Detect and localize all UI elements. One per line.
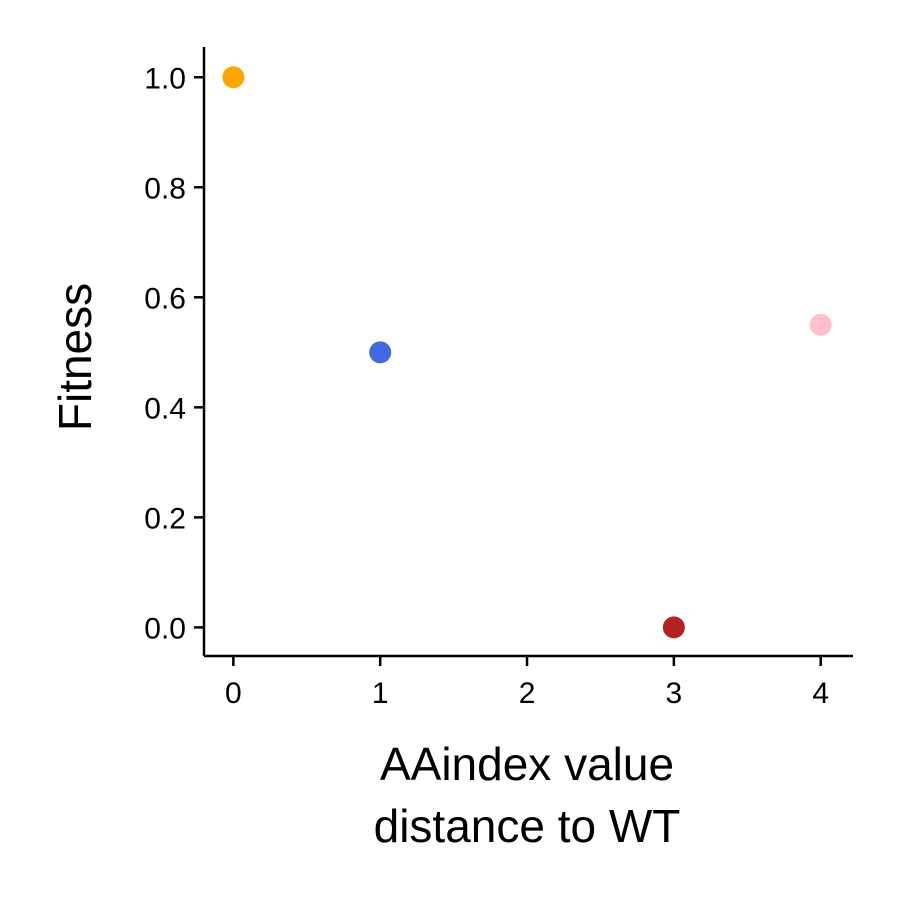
data-points xyxy=(222,66,832,639)
axes xyxy=(202,47,853,658)
y-tick-label: 1.0 xyxy=(144,62,186,95)
data-point xyxy=(662,616,685,639)
x-tick-label: 4 xyxy=(812,677,829,710)
x-tick-label: 0 xyxy=(225,677,242,710)
y-ticks: 0.0 0.2 0.4 0.6 0.8 1.0 xyxy=(144,62,204,645)
y-axis-label: Fitness xyxy=(49,283,101,431)
y-tick-label: 0.8 xyxy=(144,172,186,205)
x-axis-label-line-1: AAindex value xyxy=(380,738,674,790)
x-tick-label: 2 xyxy=(519,677,536,710)
data-point xyxy=(809,313,832,336)
x-axis-label-line-2: distance to WT xyxy=(374,800,681,852)
y-tick-label: 0.4 xyxy=(144,392,186,425)
y-tick-label: 0.2 xyxy=(144,502,186,535)
data-point xyxy=(222,66,245,89)
x-ticks: 0 1 2 3 4 xyxy=(225,656,829,710)
x-tick-label: 3 xyxy=(666,677,683,710)
y-tick-label: 0.0 xyxy=(144,612,186,645)
x-tick-label: 1 xyxy=(372,677,389,710)
y-tick-label: 0.6 xyxy=(144,282,186,315)
data-point xyxy=(369,341,392,364)
